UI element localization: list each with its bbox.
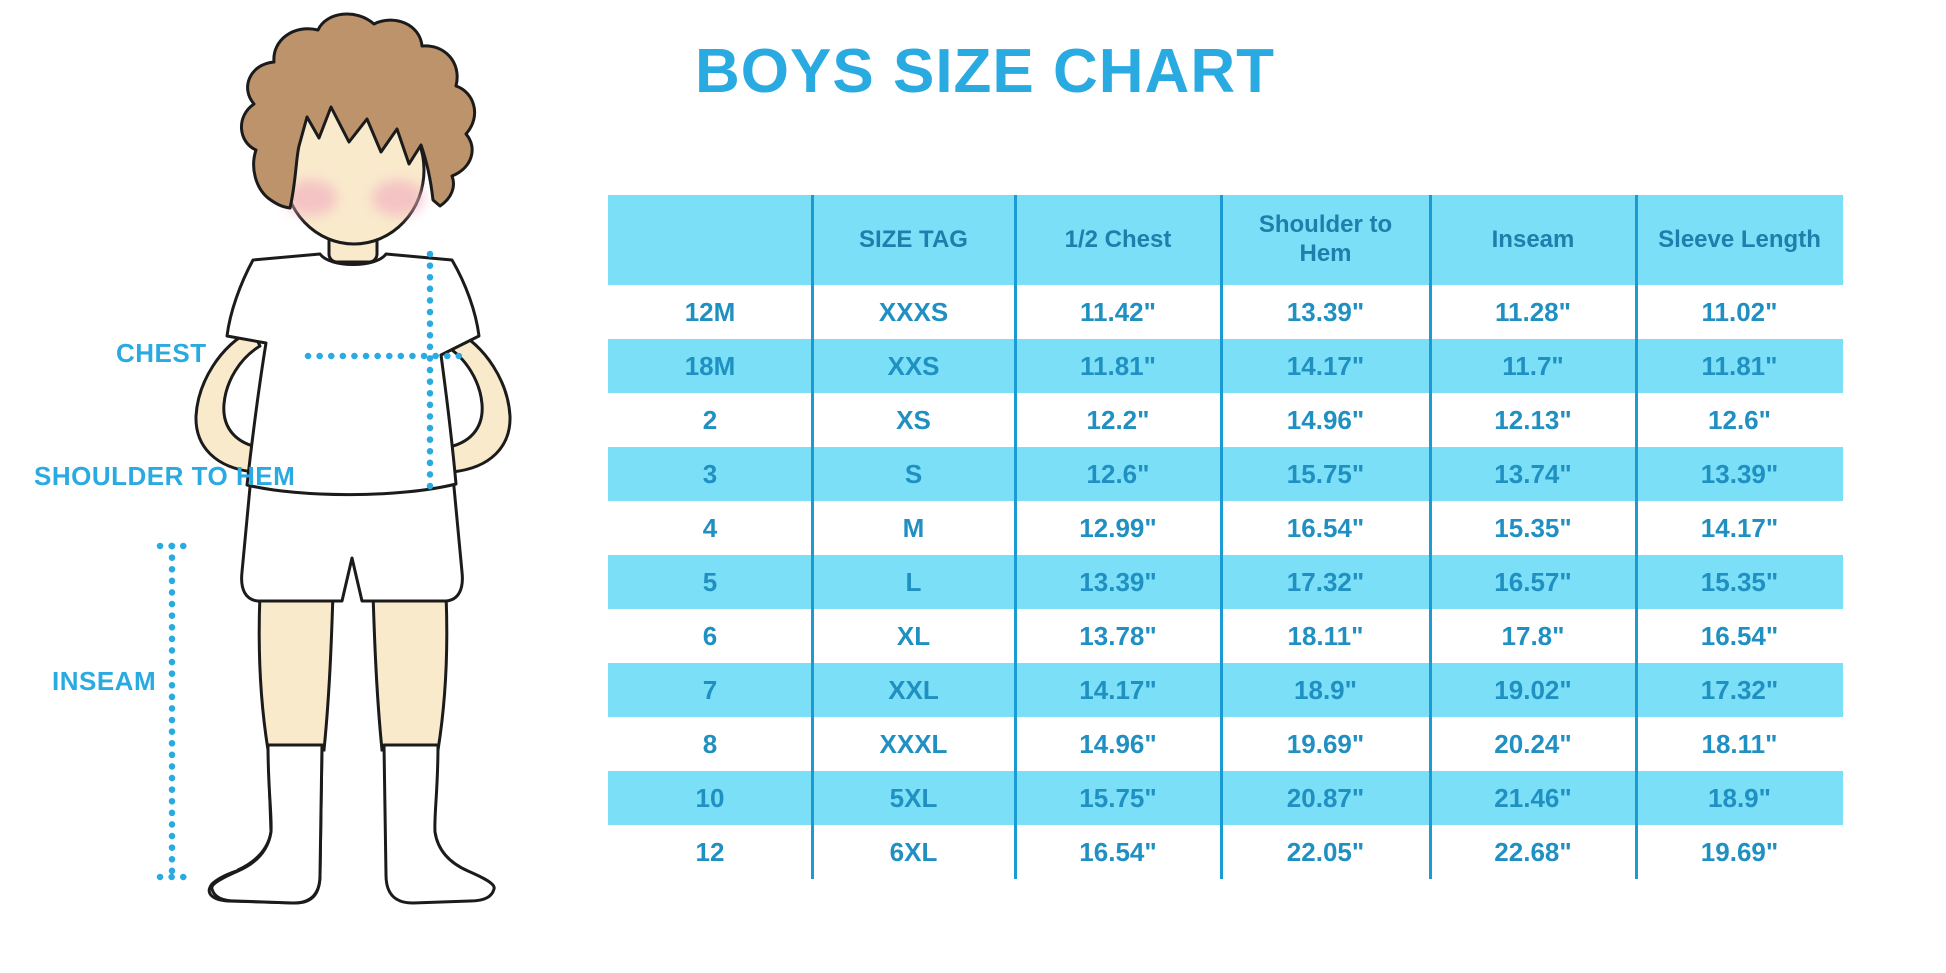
value-cell: 12.6" [1015, 447, 1221, 501]
value-cell: 16.54" [1079, 836, 1157, 867]
column-divider [1635, 195, 1638, 879]
value-cell: 19.69" [1700, 836, 1779, 867]
value-cell: 20.24" [1494, 728, 1572, 759]
column-divider [1220, 195, 1223, 879]
t-shirt [225, 252, 481, 497]
value-cell: 11.81" [1015, 339, 1221, 393]
right-cheek-blush [372, 180, 424, 216]
value-cell: 14.17" [1700, 512, 1779, 543]
column-header: 1/2 Chest [1015, 195, 1221, 285]
page-title: BOYS SIZE CHART [695, 37, 1275, 106]
value-cell: 18.11" [1701, 728, 1778, 759]
value-cell: 19.02" [1430, 663, 1636, 717]
size-cell: 12 [695, 836, 725, 867]
size-cell: 3 [608, 447, 812, 501]
value-cell: XXS [812, 339, 1015, 393]
inseam-label: INSEAM [52, 666, 157, 696]
chest-label: CHEST [116, 338, 207, 368]
size-cell: 7 [608, 663, 812, 717]
value-cell: 15.35" [1636, 555, 1843, 609]
size-cell: 6 [702, 620, 718, 651]
value-cell: 20.87" [1221, 771, 1430, 825]
value-cell: L [812, 555, 1015, 609]
value-cell: 6XL [889, 836, 938, 867]
value-cell: 22.68" [1494, 836, 1572, 867]
value-cell: 18.11" [1287, 620, 1364, 651]
value-cell: 14.96" [1079, 728, 1157, 759]
value-cell: XL [896, 620, 931, 651]
value-cell: 12.6" [1708, 404, 1771, 435]
value-cell: 13.39" [1015, 555, 1221, 609]
column-divider [1429, 195, 1432, 879]
value-cell: 18.9" [1636, 771, 1843, 825]
value-cell: 12.13" [1494, 404, 1572, 435]
value-cell: XXL [812, 663, 1015, 717]
column-divider [811, 195, 814, 879]
size-table: SIZE TAG 1/2 Chest Shoulder to Hem Inseam Sl… [608, 195, 1843, 879]
value-cell: 21.46" [1430, 771, 1636, 825]
value-cell: XXXL [879, 728, 948, 759]
value-cell: 11.28" [1495, 296, 1571, 327]
left-leg [257, 558, 336, 752]
size-cell: 5 [608, 555, 812, 609]
column-header: Inseam [1430, 195, 1636, 285]
column-divider [1014, 195, 1017, 879]
value-cell: 13.39" [1286, 296, 1365, 327]
value-cell: XXXS [878, 296, 949, 327]
value-cell: 11.81" [1636, 339, 1843, 393]
value-cell: 12.2" [1086, 404, 1150, 435]
value-cell: 14.17" [1221, 339, 1430, 393]
value-cell: 18.9" [1221, 663, 1430, 717]
column-header [608, 195, 812, 285]
size-cell: 2 [702, 404, 718, 435]
value-cell: 16.54" [1700, 620, 1779, 651]
value-cell: 13.74" [1430, 447, 1636, 501]
value-cell: 16.54" [1286, 512, 1365, 543]
value-cell: 16.57" [1430, 555, 1636, 609]
column-header: Shoulder to Hem [1221, 195, 1430, 285]
value-cell: 15.75" [1221, 447, 1430, 501]
size-cell: 8 [702, 728, 718, 759]
right-sock [382, 743, 496, 905]
value-cell: M [902, 512, 925, 543]
size-cell: 4 [702, 512, 718, 543]
value-cell: 17.32" [1221, 555, 1430, 609]
size-cell: 18M [608, 339, 812, 393]
value-cell: 22.05" [1286, 836, 1365, 867]
hair [240, 12, 477, 210]
value-cell: 13.39" [1636, 447, 1843, 501]
value-cell: 11.02" [1701, 296, 1778, 327]
value-cell: 14.96" [1286, 404, 1365, 435]
shoulder-to-hem-label: SHOULDER TO HEM [34, 461, 296, 491]
boy-illustration [156, 12, 512, 905]
column-header: SIZE TAG [812, 195, 1015, 285]
value-cell: 11.42" [1080, 296, 1156, 327]
column-header: Sleeve Length [1636, 195, 1843, 285]
value-cell: 17.32" [1636, 663, 1843, 717]
size-cell: 12M [684, 296, 736, 327]
value-cell: 15.35" [1494, 512, 1572, 543]
size-cell: 10 [608, 771, 812, 825]
value-cell: 19.69" [1286, 728, 1365, 759]
value-cell: 12.99" [1079, 512, 1157, 543]
value-cell: XS [896, 404, 931, 435]
left-cheek-blush [285, 180, 337, 216]
value-cell: 17.8" [1501, 620, 1565, 651]
value-cell: 5XL [812, 771, 1015, 825]
value-cell: 13.78" [1079, 620, 1157, 651]
value-cell: 14.17" [1015, 663, 1221, 717]
left-sock-shape [210, 743, 324, 905]
value-cell: 11.7" [1430, 339, 1636, 393]
value-cell: 15.75" [1015, 771, 1221, 825]
shorts [240, 464, 464, 603]
size-table-grid: SIZE TAG 1/2 Chest Shoulder to Hem Inseam Sl… [608, 195, 1843, 879]
value-cell: S [812, 447, 1015, 501]
